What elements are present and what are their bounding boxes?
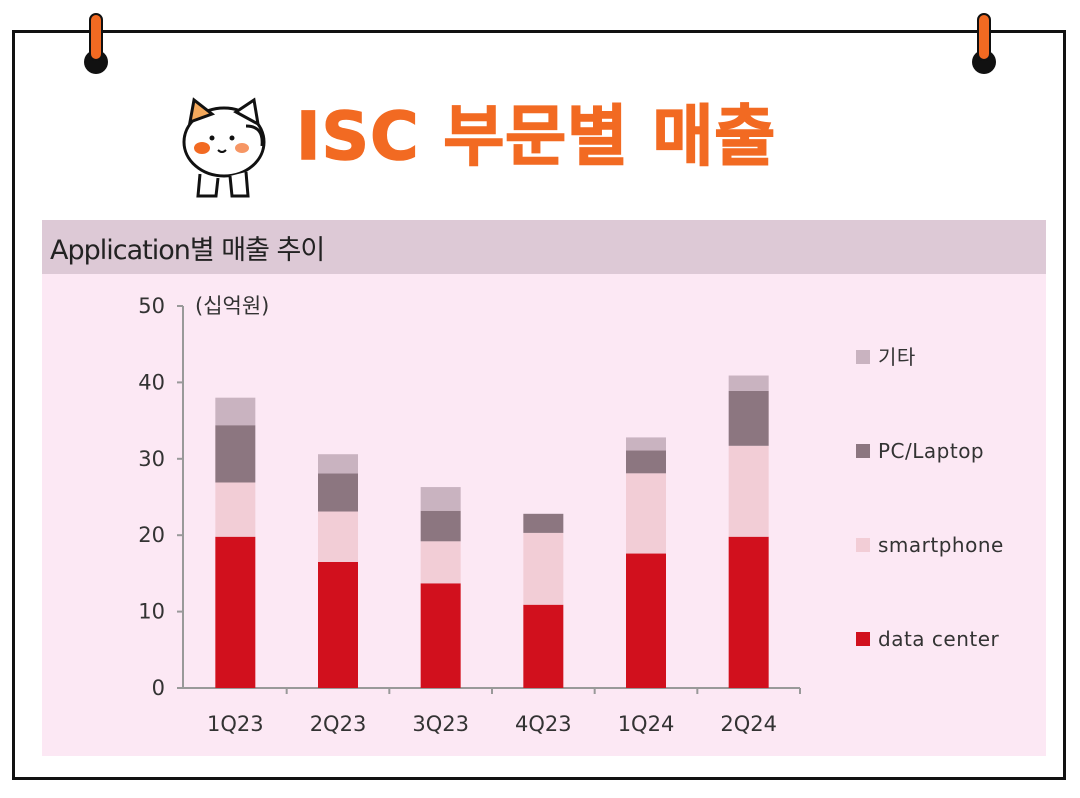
left-pin-icon <box>84 13 108 74</box>
x-tick-label: 1Q23 <box>207 712 264 736</box>
bar-segment <box>626 450 666 474</box>
panel-header: Application별 매출 추이 <box>42 220 1046 274</box>
y-tick-label: 50 <box>138 294 165 318</box>
y-tick-label: 20 <box>138 523 165 547</box>
bar-segment <box>318 454 358 474</box>
x-tick-label: 1Q24 <box>618 712 675 736</box>
legend-swatch <box>856 538 870 552</box>
x-tick-label: 3Q23 <box>412 712 469 736</box>
legend-swatch <box>856 444 870 458</box>
bar-segment <box>215 536 256 688</box>
legend-label: smartphone <box>878 533 1004 557</box>
bar-segment <box>626 553 666 688</box>
stacked-bar-chart: 0 10 20 30 40 50 (십억원) 1Q23 2Q23 3Q23 4Q23 1Q24 2Q24… <box>138 294 1004 736</box>
bar-segment <box>420 487 461 511</box>
y-tick-label: 40 <box>138 370 165 394</box>
unit-label: (십억원) <box>195 294 269 318</box>
right-pin-icon <box>972 13 996 74</box>
y-tick-label: 0 <box>152 676 165 700</box>
bar-segment <box>318 511 358 562</box>
bar-segment <box>728 375 769 391</box>
y-tick-label: 30 <box>138 447 165 471</box>
y-tick-label: 10 <box>138 600 165 624</box>
bar-segment <box>215 482 256 537</box>
bar-segment <box>420 583 461 688</box>
bar-segment <box>523 532 564 605</box>
bar-segment <box>523 604 564 688</box>
bar-segment <box>215 397 256 426</box>
legend-swatch <box>856 350 870 364</box>
legend-label: 기타 <box>878 345 916 369</box>
bar-segment <box>420 510 461 542</box>
legend-swatch <box>856 632 870 646</box>
bar-segment <box>318 561 358 688</box>
panel-heading: Application별 매출 추이 <box>50 235 325 266</box>
bar-segment <box>318 473 358 512</box>
bar-segment <box>728 536 769 688</box>
bar-segment <box>523 513 564 533</box>
bar-segment <box>215 425 256 483</box>
legend-label: PC/Laptop <box>878 439 984 463</box>
x-tick-label: 4Q23 <box>515 712 572 736</box>
x-tick-label: 2Q24 <box>720 712 777 736</box>
cat-mascot-icon <box>182 97 266 198</box>
bar-segment <box>626 473 666 554</box>
bar-segment <box>728 445 769 537</box>
x-tick-label: 2Q23 <box>310 712 367 736</box>
bar-segment <box>420 541 461 584</box>
bar-segment <box>728 390 769 446</box>
bar-segment <box>626 437 666 451</box>
page-title: ISC 부문별 매출 <box>295 98 777 175</box>
legend-label: data center <box>878 627 1000 651</box>
